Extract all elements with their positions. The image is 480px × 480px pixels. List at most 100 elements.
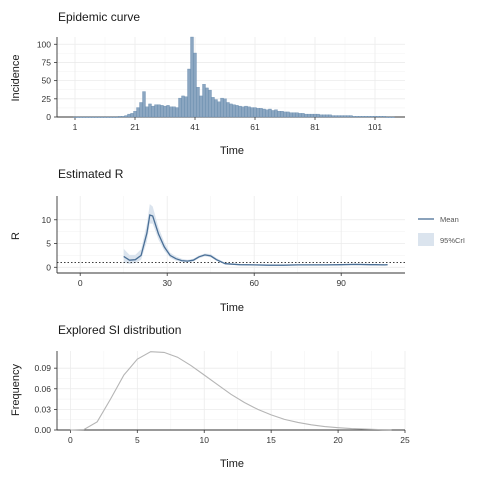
incidence-bar: [346, 115, 350, 118]
incidence-bar: [313, 113, 317, 118]
incidence-bar: [241, 106, 245, 118]
si-y-tick-label: 0.09: [34, 363, 51, 373]
r-axis-label: R: [10, 232, 22, 240]
incidence-bar: [232, 104, 236, 118]
incidence-bar: [163, 105, 167, 118]
incidence-bar: [295, 112, 299, 118]
incidence-bar: [160, 105, 164, 118]
incidence-bar: [259, 108, 263, 118]
incidence-bar: [361, 116, 365, 118]
estimated-r-title: Estimated R: [58, 167, 124, 181]
incidence-bar: [145, 106, 149, 118]
epidemic-time-axis-label: Time: [220, 145, 244, 157]
si-time-axis-label: Time: [220, 458, 244, 470]
incidence-bar: [100, 116, 104, 118]
si-x-tick-label: 20: [333, 435, 343, 445]
incidence-bar: [229, 103, 233, 118]
epidemic-x-tick-label: 81: [310, 122, 320, 132]
incidence-bar: [115, 116, 119, 118]
si-distribution-line: [70, 351, 392, 431]
incidence-bar: [262, 108, 266, 118]
incidence-bar: [235, 105, 239, 118]
incidence-bar: [337, 115, 341, 118]
incidence-bar: [388, 116, 392, 118]
incidence-bar: [373, 116, 377, 118]
incidence-bar: [307, 113, 311, 118]
legend-ci-swatch: [418, 233, 434, 246]
legend-mean-label: Mean: [440, 215, 459, 224]
incidence-bar: [385, 116, 389, 118]
incidence-bar: [142, 91, 146, 118]
incidence-bar: [151, 105, 155, 118]
incidence-bar: [88, 116, 92, 118]
incidence-bar: [226, 102, 230, 118]
incidence-bar: [367, 116, 371, 118]
si-x-tick-label: 5: [135, 435, 140, 445]
incidence-bar: [271, 110, 275, 118]
incidence-bar: [283, 111, 287, 118]
incidence-bar: [130, 113, 134, 118]
si-y-tick-label: 0.00: [34, 425, 51, 435]
epidemic-x-tick-label: 21: [130, 122, 140, 132]
incidence-bar: [175, 107, 179, 118]
credible-interval-band: [123, 204, 388, 266]
incidence-bar: [247, 106, 251, 118]
incidence-bar: [238, 105, 242, 118]
incidence-bar: [292, 112, 296, 118]
incidence-bar: [199, 95, 203, 118]
incidence-bar: [334, 115, 338, 118]
si-distribution-panel: Explored SI distribution Frequency Time …: [10, 323, 410, 470]
incidence-bar: [223, 98, 227, 118]
incidence-bar: [181, 95, 185, 118]
si-x-tick-label: 25: [400, 435, 410, 445]
incidence-bar: [340, 115, 344, 118]
incidence-bar: [220, 97, 224, 118]
estimated-r-x-tick-label: 60: [249, 278, 259, 288]
incidence-bar: [196, 87, 200, 118]
incidence-bar: [310, 113, 314, 118]
incidence-bar: [253, 107, 257, 118]
si-y-tick-label: 0.03: [34, 404, 51, 414]
incidence-bar: [364, 116, 368, 118]
incidence-bar: [187, 68, 191, 118]
estimated-r-x-tick-label: 0: [78, 278, 83, 288]
incidence-bar: [205, 87, 209, 118]
incidence-bar: [103, 116, 107, 118]
incidence-bar: [148, 103, 152, 118]
incidence-bar: [211, 97, 215, 118]
incidence-bar: [79, 116, 83, 118]
incidence-bar: [274, 109, 278, 118]
incidence-bar: [136, 107, 140, 118]
incidence-bar: [277, 111, 281, 118]
incidence-bar: [76, 116, 80, 118]
incidence-bar: [244, 105, 248, 118]
epidemic-y-tick-label: 100: [37, 39, 51, 49]
incidence-bar: [268, 108, 272, 118]
incidence-bar: [286, 111, 290, 118]
epidemic-y-tick-label: 75: [42, 57, 52, 67]
incidence-bar: [217, 101, 221, 118]
incidence-bar: [322, 114, 326, 118]
legend-ci-label: 95%CrI: [440, 236, 465, 245]
incidence-bar: [316, 113, 320, 118]
incidence-bar: [304, 113, 308, 118]
incidence-bar: [280, 111, 284, 118]
epidemic-y-tick-label: 25: [42, 94, 52, 104]
incidence-bar: [112, 116, 116, 118]
incidence-bar: [172, 106, 176, 118]
incidence-bar: [184, 96, 188, 118]
epidemic-y-tick-label: 50: [42, 76, 52, 86]
epidemic-curve-panel: Epidemic curve Incidence Time 1 21 41 61 81 1…: [10, 10, 405, 157]
incidence-bar: [214, 99, 218, 118]
incidence-bar: [355, 116, 359, 118]
incidence-bar: [370, 116, 374, 118]
estimated-r-time-axis-label: Time: [220, 302, 244, 314]
epidemic-x-tick-label: 101: [368, 122, 382, 132]
incidence-bar: [157, 104, 161, 118]
incidence-bar: [256, 108, 260, 118]
incidence-bar: [169, 106, 173, 118]
si-y-tick-label: 0.06: [34, 384, 51, 394]
incidence-bar: [193, 52, 197, 118]
incidence-bar: [85, 116, 89, 118]
